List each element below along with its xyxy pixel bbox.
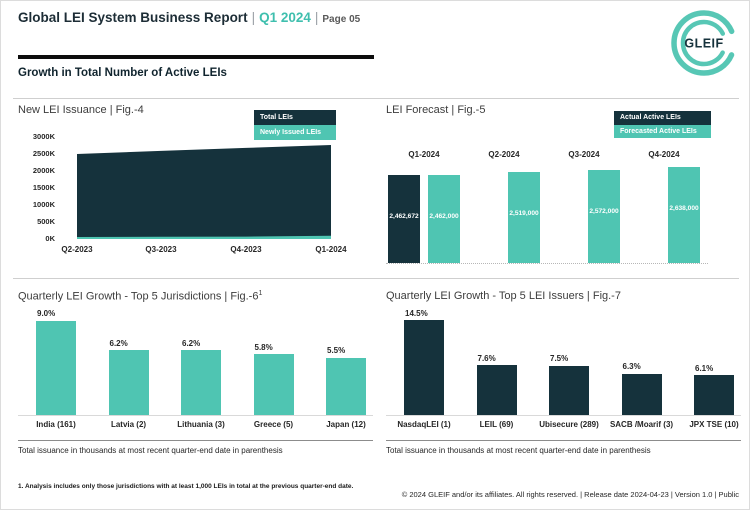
fig5-category-label: Q4-2024 <box>648 150 680 159</box>
fig5-bar-value: 2,519,000 <box>509 210 539 218</box>
fig4-ytick: 500K <box>37 217 55 226</box>
fig4-ytick: 3000K <box>32 132 55 141</box>
fig4-area-plot <box>77 145 331 239</box>
fig7-bar <box>549 365 589 415</box>
fig6-category-label: Lithuania (3) <box>177 420 225 429</box>
fig7-bar <box>476 365 517 415</box>
gleif-logo-rings-icon: GLEIF <box>671 10 737 76</box>
fig5-baseline <box>386 263 708 264</box>
fig5-bar-forecast: 2,638,000 <box>668 167 700 263</box>
fig4-ytick: 2000K <box>32 166 55 175</box>
fig6-bar <box>108 350 149 415</box>
fig7-value-label: 14.5% <box>405 308 428 318</box>
fig7-category-label: NasdaqLEI (1) <box>397 420 451 429</box>
fig7-value-label: 6.3% <box>622 362 641 372</box>
fig6-value-label: 5.5% <box>327 346 346 356</box>
fig6-value-label: 6.2% <box>182 338 201 348</box>
fig6-value-label: 6.2% <box>109 338 128 348</box>
fig6-category-label: India (161) <box>36 420 76 429</box>
fig6-footnote: Total issuance in thousands at most rece… <box>18 446 283 455</box>
fig6-value-label: 5.8% <box>254 342 273 352</box>
fig7-bar <box>694 375 734 415</box>
fig7-bar <box>621 373 662 415</box>
fig6-category-label: Greece (5) <box>253 420 294 429</box>
fig5-bar-value: 2,638,000 <box>669 205 699 212</box>
fig7-footnote-divider <box>386 440 741 441</box>
fig4-ytick: 0K <box>45 234 55 243</box>
fig7-category-label: JPX TSE (10) <box>689 420 739 429</box>
fig6-category-label: Latvia (2) <box>110 420 147 429</box>
page-footnote: 1. Analysis includes only those jurisdic… <box>18 483 354 490</box>
fig6-category-label: Japan (12) <box>326 420 366 429</box>
fig6-title-superscript: 1 <box>258 290 263 297</box>
fig7-category-label: SACB /Moarif (3) <box>609 420 674 429</box>
gleif-logo-text: GLEIF <box>684 37 723 51</box>
header-divider <box>18 55 374 59</box>
report-title: Global LEI System Business Report | Q1 202… <box>18 10 360 25</box>
fig7-value-label: 7.5% <box>550 354 569 364</box>
fig4-ytick: 2500K <box>32 149 55 158</box>
title-separator: | <box>251 10 256 25</box>
section-heading: Growth in Total Number of Active LEIs <box>18 67 227 79</box>
fig7-title: Quarterly LEI Growth - Top 5 LEI Issuers… <box>386 290 621 302</box>
fig6-footnote-divider <box>18 440 373 441</box>
fig5-legend: Actual Active LEIs Forecasted Active LEIs <box>614 111 711 138</box>
fig5-bar-forecast: 2,519,000 <box>508 172 540 263</box>
fig6-bar <box>253 354 294 415</box>
fig6-axis-line <box>18 415 373 416</box>
fig6-bar <box>181 350 221 415</box>
fig5-category-label: Q1-2024 <box>408 150 440 159</box>
row2-divider <box>13 278 739 279</box>
fig5-bar-forecast: 2,462,000 <box>428 175 460 263</box>
fig4-legend-new: Newly Issued LEIs <box>254 125 336 140</box>
fig4-ytick: 1500K <box>32 183 55 192</box>
fig5-category-label: Q3-2024 <box>568 150 600 159</box>
fig6-title: Quarterly LEI Growth - Top 5 Jurisdictio… <box>18 290 262 303</box>
fig5-title: LEI Forecast | Fig.-5 <box>386 104 486 116</box>
fig5-legend-forecast: Forecasted Active LEIs <box>614 124 711 138</box>
fig5-bar-value: 2,462,672 <box>389 212 419 220</box>
report-quarter: Q1 2024 <box>259 10 311 25</box>
fig4-area-1 <box>77 235 331 239</box>
fig4-legend: Total LEIs Newly Issued LEIs <box>254 110 336 140</box>
page-number-label: Page 05 <box>322 14 361 25</box>
fig5-bar-value: 2,572,000 <box>589 208 619 215</box>
title-separator-2: | <box>314 10 319 25</box>
fig4-legend-total: Total LEIs <box>254 110 336 125</box>
fig4-xlabel: Q2-2023 <box>61 245 93 254</box>
fig4-area-0 <box>77 145 331 239</box>
fig4-xlabel: Q3-2023 <box>145 245 177 254</box>
fig6-title-text: Quarterly LEI Growth - Top 5 Jurisdictio… <box>18 290 259 303</box>
report-title-text: Global LEI System Business Report <box>18 10 248 25</box>
gleif-logo: GLEIF <box>664 7 744 84</box>
fig5-legend-actual: Actual Active LEIs <box>614 111 711 125</box>
fig4-ytick: 1000K <box>32 200 55 209</box>
fig7-category-label: LEIL (69) <box>479 420 514 429</box>
fig5-bar-forecast: 2,572,000 <box>588 170 620 263</box>
fig7-bar <box>404 320 444 415</box>
fig4-xlabel: Q4-2023 <box>230 245 262 254</box>
fig5-bar-actual: 2,462,672 <box>388 174 420 263</box>
fig7-value-label: 6.1% <box>695 363 714 373</box>
fig4-xlabel: Q1-2024 <box>315 245 347 254</box>
fig6-bar <box>36 320 76 415</box>
fig7-value-label: 7.6% <box>477 353 496 363</box>
fig7-axis-line <box>386 415 741 416</box>
fig7-category-label: Ubisecure (289) <box>539 420 599 429</box>
fig5-bar-value: 2,462,000 <box>429 213 459 220</box>
copyright-line: © 2024 GLEIF and/or its affiliates. All … <box>401 490 739 499</box>
fig4-title: New LEI Issuance | Fig.-4 <box>18 104 144 116</box>
row1-divider <box>13 98 739 99</box>
fig7-footnote: Total issuance in thousands at most rece… <box>386 446 651 455</box>
fig5-category-label: Q2-2024 <box>488 150 520 159</box>
fig6-value-label: 9.0% <box>37 309 56 319</box>
fig6-bar <box>326 357 366 415</box>
